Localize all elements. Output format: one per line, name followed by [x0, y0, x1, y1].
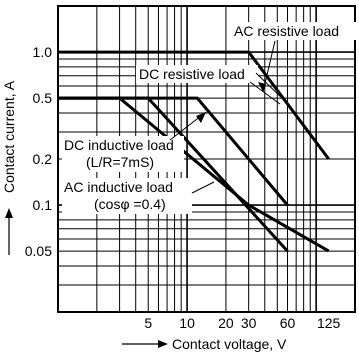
leader-arrowhead-ac-resistive — [258, 82, 266, 92]
y-tick-label: 0.5 — [33, 90, 53, 106]
y-tick-labels: 1.0 0.5 0.2 0.1 0.05 — [25, 44, 52, 259]
dc-inductive-sublabel: (L/R=7mS) — [86, 154, 154, 170]
dc-inductive-label: DC inductive load — [64, 137, 174, 153]
x-tick-label: 20 — [218, 315, 234, 331]
x-tick-label: 30 — [241, 315, 257, 331]
ac-resistive-label-bg — [231, 22, 357, 40]
leader-arrowhead-dc-inductive — [196, 112, 206, 123]
leader-dc-resistive-1 — [249, 81, 281, 105]
y-tick-label: 0.1 — [33, 197, 53, 213]
ac-inductive-sublabel: (cosφ =0.4) — [94, 196, 166, 212]
plot-frame — [57, 5, 356, 313]
x-axis-arrow-head — [158, 340, 168, 348]
y-tick-label: 1.0 — [33, 44, 53, 60]
leader-ac-inductive — [191, 181, 215, 194]
x-tick-label: 10 — [179, 315, 195, 331]
leader-dc-resistive-2 — [255, 72, 287, 103]
ac-resistive-label: AC resistive load — [234, 23, 339, 39]
y-axis-title-group: Contact current, A — [1, 80, 17, 255]
x-tick-label: 125 — [317, 315, 341, 331]
y-tick-label: 0.05 — [25, 243, 52, 259]
ac-inductive-label: AC inductive load — [64, 179, 173, 195]
series-line-2 — [58, 96, 289, 253]
dc-resistive-label-bg — [136, 65, 258, 83]
series-layer — [58, 50, 330, 253]
x-axis-title-group: Contact voltage, V — [122, 336, 287, 352]
dc-inductive-label-bg — [62, 136, 184, 172]
x-axis-title: Contact voltage, V — [172, 336, 287, 352]
y-tick-label: 0.2 — [33, 151, 53, 167]
ac-inductive-label-bg — [62, 178, 192, 214]
y-axis-title: Contact current, A — [1, 80, 17, 193]
series-line-0 — [58, 50, 330, 160]
x-tick-label: 60 — [280, 315, 296, 331]
x-tick-labels: 5 10 20 30 60 125 — [144, 315, 340, 331]
dc-resistive-label: DC resistive load — [139, 66, 245, 82]
x-tick-label: 5 — [144, 315, 152, 331]
annotation-layer: AC resistive load DC resistive load DC i… — [62, 22, 357, 214]
y-axis-arrow-head — [5, 208, 13, 218]
series-line-3 — [58, 96, 330, 253]
leader-ac-resistive — [262, 40, 276, 93]
